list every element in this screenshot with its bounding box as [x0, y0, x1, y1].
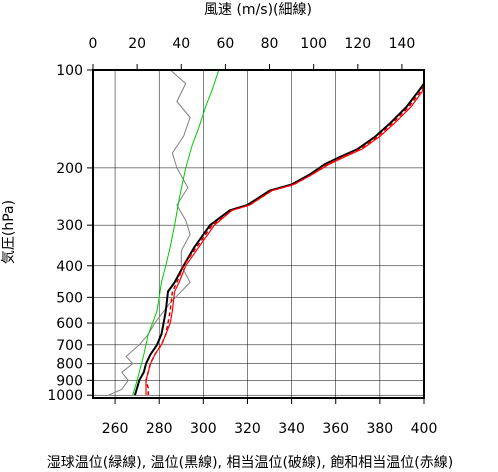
tick-label-theta-320: 320 [234, 421, 261, 437]
tick-label-wind-120: 120 [344, 36, 371, 52]
tick-label-wind-0: 0 [89, 36, 98, 52]
wind-speed-line [108, 69, 191, 396]
tick-label-wind-20: 20 [128, 36, 146, 52]
tick-label-pressure-900: 900 [56, 373, 83, 389]
tick-label-theta-360: 360 [322, 421, 349, 437]
grid-lines [93, 69, 425, 398]
tick-label-pressure-700: 700 [56, 338, 83, 354]
tick-label-pressure-400: 400 [56, 259, 83, 275]
tick-label-wind-80: 80 [261, 36, 279, 52]
tick-label-theta-280: 280 [146, 421, 173, 437]
tick-label-pressure-1000: 1000 [47, 388, 83, 404]
tick-label-theta-260: 260 [102, 421, 129, 437]
tick-label-theta-300: 300 [190, 421, 217, 437]
bottom-axis-label: 湿球温位(緑線), 温位(黒線), 相当温位(破線), 飽和相当温位(赤線) [47, 454, 453, 471]
saturated-equivalent-potential-temperature-line [145, 87, 425, 396]
tick-label-pressure-600: 600 [56, 316, 83, 332]
tick-label-theta-380: 380 [366, 421, 393, 437]
tick-label-pressure-800: 800 [56, 357, 83, 373]
tick-label-pressure-500: 500 [56, 290, 83, 306]
tick-label-pressure-300: 300 [56, 218, 83, 234]
tick-label-wind-60: 60 [216, 36, 234, 52]
tick-label-theta-400: 400 [411, 421, 438, 437]
series-layer [108, 69, 425, 396]
potential-temperature-line [133, 82, 425, 396]
plot-frame [92, 69, 425, 399]
top-axis-label: 風速 (m/s)(細線) [204, 2, 312, 18]
wet-bulb-potential-temperature-line [132, 69, 220, 396]
tick-label-wind-140: 140 [389, 36, 416, 52]
tick-marks [87, 64, 425, 404]
tick-label-theta-340: 340 [278, 421, 305, 437]
left-axis-label: 気圧(hPa) [1, 200, 17, 264]
tick-label-wind-100: 100 [300, 36, 327, 52]
tick-label-pressure-200: 200 [56, 161, 83, 177]
tick-label-pressure-100: 100 [56, 63, 83, 79]
tick-label-wind-40: 40 [172, 36, 190, 52]
